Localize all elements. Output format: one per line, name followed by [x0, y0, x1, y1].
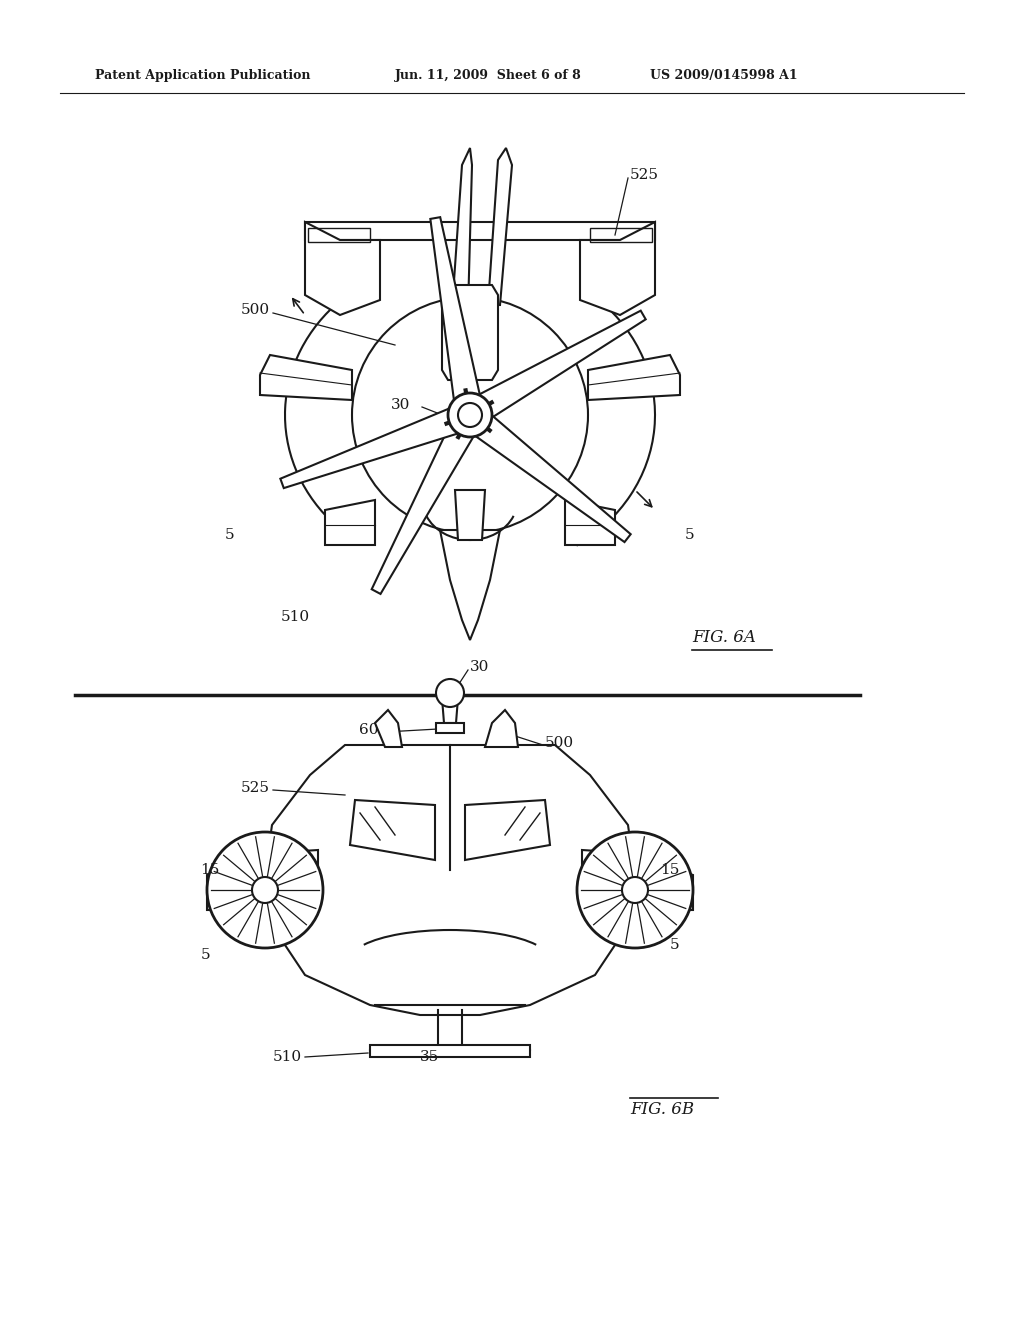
Polygon shape	[260, 355, 352, 400]
Text: 60: 60	[358, 723, 378, 737]
Polygon shape	[442, 698, 458, 723]
Text: 30: 30	[470, 660, 489, 675]
Circle shape	[622, 876, 648, 903]
Polygon shape	[370, 1045, 530, 1057]
Polygon shape	[462, 404, 631, 543]
Text: 500: 500	[241, 304, 270, 317]
Polygon shape	[325, 500, 375, 545]
Polygon shape	[588, 355, 680, 400]
Polygon shape	[463, 310, 646, 428]
Text: Patent Application Publication: Patent Application Publication	[95, 69, 310, 82]
Text: 15: 15	[201, 863, 220, 876]
Polygon shape	[305, 222, 380, 315]
Circle shape	[577, 832, 693, 948]
Polygon shape	[305, 222, 655, 240]
Polygon shape	[207, 850, 318, 909]
Polygon shape	[372, 408, 482, 594]
Text: 525: 525	[630, 168, 659, 182]
Polygon shape	[485, 710, 518, 747]
Text: 5: 5	[225, 528, 234, 543]
Circle shape	[207, 832, 323, 948]
Circle shape	[436, 678, 464, 708]
Circle shape	[252, 876, 278, 903]
Text: 525: 525	[241, 781, 270, 795]
Polygon shape	[430, 218, 483, 417]
Polygon shape	[436, 723, 464, 733]
Polygon shape	[452, 148, 472, 310]
Circle shape	[352, 297, 588, 533]
Polygon shape	[375, 710, 402, 747]
Text: 35: 35	[420, 1049, 439, 1064]
Text: 15: 15	[660, 863, 679, 876]
Polygon shape	[565, 500, 615, 545]
Text: 510: 510	[281, 610, 310, 624]
Polygon shape	[582, 850, 693, 909]
Polygon shape	[265, 744, 635, 1015]
Text: Jun. 11, 2009  Sheet 6 of 8: Jun. 11, 2009 Sheet 6 of 8	[395, 69, 582, 82]
Polygon shape	[281, 401, 475, 488]
Polygon shape	[440, 531, 500, 640]
Text: 5: 5	[670, 939, 680, 952]
Text: FIG. 6B: FIG. 6B	[630, 1101, 694, 1118]
Text: FIG. 6A: FIG. 6A	[692, 630, 756, 647]
Circle shape	[449, 393, 492, 437]
Text: 500: 500	[545, 737, 574, 750]
Text: US 2009/0145998 A1: US 2009/0145998 A1	[650, 69, 798, 82]
Polygon shape	[442, 285, 498, 380]
Text: 510: 510	[272, 1049, 302, 1064]
Polygon shape	[488, 148, 512, 305]
Circle shape	[458, 403, 482, 426]
Polygon shape	[455, 490, 485, 540]
Text: 5: 5	[685, 528, 695, 543]
Text: 30: 30	[390, 399, 410, 412]
Text: 5: 5	[201, 948, 210, 962]
Polygon shape	[580, 222, 655, 315]
